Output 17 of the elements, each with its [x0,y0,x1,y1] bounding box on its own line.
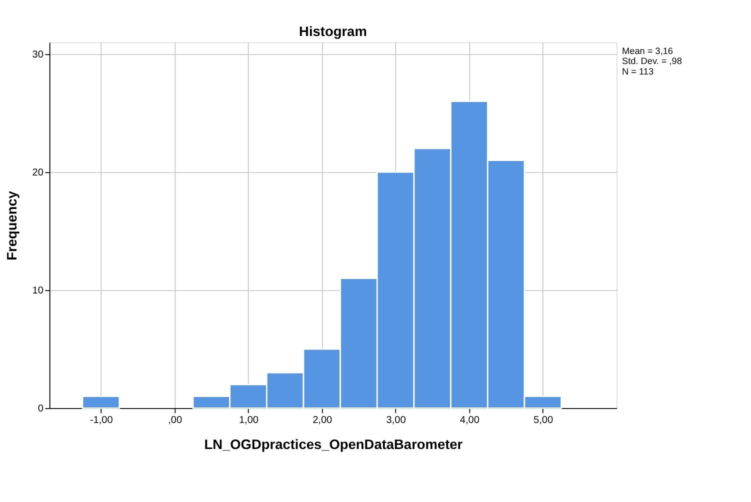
y-tick-label: 10 [32,285,44,296]
x-tick-label: 5,00 [534,415,554,426]
y-tick-label: 0 [38,403,44,414]
x-tick-label: 1,00 [238,415,259,426]
text: Std. Dev. = ,98 [622,56,682,66]
x-tick-label: ,00 [168,415,182,426]
chart-title: Histogram [299,24,367,39]
x-tick-label: 4,00 [460,415,480,426]
text: Mean = 3,16 [622,46,674,56]
x-tick-label: 3,00 [386,415,406,426]
x-tick-label: -1,00 [90,415,114,426]
y-tick-label: 30 [32,49,44,60]
y-tick-label: 20 [32,167,44,178]
y-axis-title: Frequency [4,190,20,260]
x-tick-label: 2,00 [312,415,333,426]
x-axis-title: LN_OGDpractices_OpenDataBarometer [204,436,464,452]
text: N = 113 [622,66,654,76]
